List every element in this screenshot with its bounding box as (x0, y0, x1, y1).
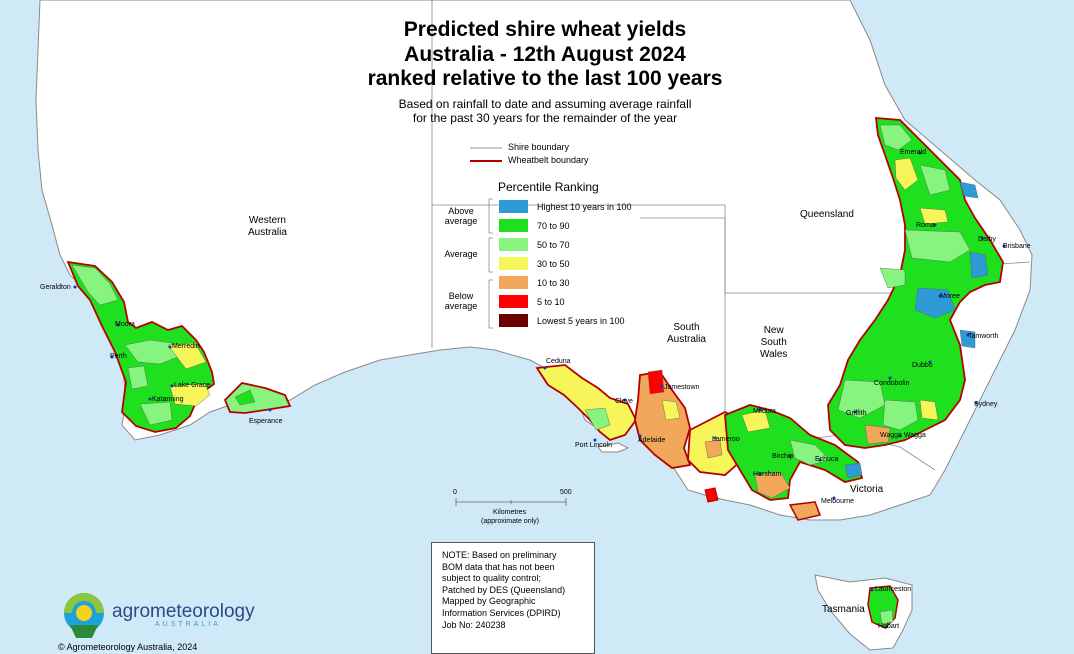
legend-class-label: 70 to 90 (537, 221, 570, 231)
town-jamestown: Jamestown (664, 384, 700, 391)
wa-wheatbelt (66, 260, 292, 433)
state-label-wa: Western Australia (248, 215, 287, 238)
note-box: NOTE: Based on preliminary BOM data that … (431, 542, 595, 654)
shire-boundary-label: Shire boundary (508, 142, 570, 152)
wheatbelt-boundary-label: Wheatbelt boundary (508, 155, 589, 165)
logo-name: agrometeorology (112, 601, 255, 622)
town-lake-grace: Lake Grace (174, 382, 211, 389)
town-merredin: Merredin (172, 343, 200, 350)
town-lameroo: Lameroo (712, 436, 740, 443)
state-label-qld: Queensland (800, 209, 854, 220)
logo-mark (64, 593, 104, 638)
town-griffith: Griffith (846, 410, 867, 417)
legend-swatch (499, 238, 528, 251)
legend-class-row: Lowest 5 years in 100 (499, 314, 625, 328)
town-echuca: Echuca (815, 456, 839, 463)
copyright: © Agrometeorology Australia, 2024 (58, 642, 198, 652)
sa-wheatbelt (535, 364, 743, 476)
legend-group-above: Above average (444, 206, 478, 226)
legend-swatch (499, 276, 528, 289)
state-label-vic: Victoria (850, 484, 884, 495)
legend-group-average: Average (444, 249, 478, 259)
legend-class-row: 5 to 10 (499, 295, 565, 309)
map-title-line1: Predicted shire wheat yields (403, 18, 687, 41)
legend-group-below: Below average (444, 291, 478, 311)
town-esperance: Esperance (249, 418, 283, 425)
town-launceston: Launceston (875, 586, 912, 593)
scale-bar (455, 498, 567, 506)
legend-class-label: 5 to 10 (537, 297, 565, 307)
town-tamworth: Tamworth (968, 333, 999, 340)
town-moree: Moree (940, 293, 960, 300)
subtitle-line1: Based on rainfall to date and assuming a… (398, 97, 692, 111)
legend-swatch (499, 200, 528, 213)
town-condobolin: Condobolin (874, 380, 910, 387)
town-roma: Roma (916, 222, 935, 229)
town-melbourne: Melbourne (821, 498, 855, 505)
subtitle-line2: for the past 30 years for the remainder … (412, 111, 678, 125)
legend-brackets (488, 198, 493, 329)
town-horsham: Horsham (753, 471, 782, 478)
state-label-nsw: New South Wales (760, 325, 788, 360)
legend-class-row: Highest 10 years in 100 (499, 200, 632, 214)
scale-max: 500 (560, 489, 572, 496)
map-title-line2: Australia - 12th August 2024 (404, 43, 686, 66)
kangaroo-island (597, 442, 630, 453)
town-perth: Perth (110, 353, 127, 360)
legend-class-label: Highest 10 years in 100 (537, 202, 632, 212)
scale-note: (approximate only) (481, 518, 539, 525)
east-wheatbelt (827, 117, 1004, 449)
state-label-tas: Tasmania (822, 604, 865, 615)
town-hobart: Hobart (878, 623, 900, 630)
scale-min: 0 (453, 489, 457, 496)
logo-tagline: AUSTRALIA (155, 621, 221, 628)
town-dubbo: Dubbo (912, 362, 933, 369)
town-port-lincoln: Port Lincoln (575, 442, 612, 449)
town-geraldton: Geraldton (40, 284, 71, 291)
town-cleve: Cleve (615, 398, 633, 405)
legend-class-label: 30 to 50 (537, 259, 570, 269)
town-brisbane: Brisbane (1003, 243, 1031, 250)
legend-swatch (499, 314, 528, 327)
legend-swatch (499, 219, 528, 232)
legend-heading: Percentile Ranking (498, 180, 599, 194)
town-markers (73, 151, 1006, 629)
town-adelaide: Adelaide (638, 437, 666, 444)
legend-class-row: 30 to 50 (499, 257, 570, 271)
legend-class-row: 70 to 90 (499, 219, 570, 233)
town-dalby: Dalby (978, 236, 996, 243)
map-title-line3: ranked relative to the last 100 years (367, 67, 723, 90)
town-ceduna: Ceduna (546, 358, 571, 365)
legend-swatch (499, 295, 528, 308)
legend-class-label: 50 to 70 (537, 240, 570, 250)
legend-class-row: 50 to 70 (499, 238, 570, 252)
town-moora: Moora (115, 321, 135, 328)
town-sydney: Sydney (974, 401, 998, 408)
town-emerald: Emerald (900, 149, 927, 156)
legend-class-row: 10 to 30 (499, 276, 570, 290)
legend-class-label: 10 to 30 (537, 278, 570, 288)
town-mildura: Mildura (753, 408, 776, 415)
scale-unit: Kilometres (493, 509, 527, 516)
town-wagga-wagga: Wagga Wagga (880, 432, 926, 439)
town-katanning: Katanning (152, 396, 184, 403)
town-birchip: Birchip (772, 453, 794, 460)
state-label-sa: South Australia (667, 322, 706, 345)
legend-class-label: Lowest 5 years in 100 (537, 316, 625, 326)
legend-swatch (499, 257, 528, 270)
